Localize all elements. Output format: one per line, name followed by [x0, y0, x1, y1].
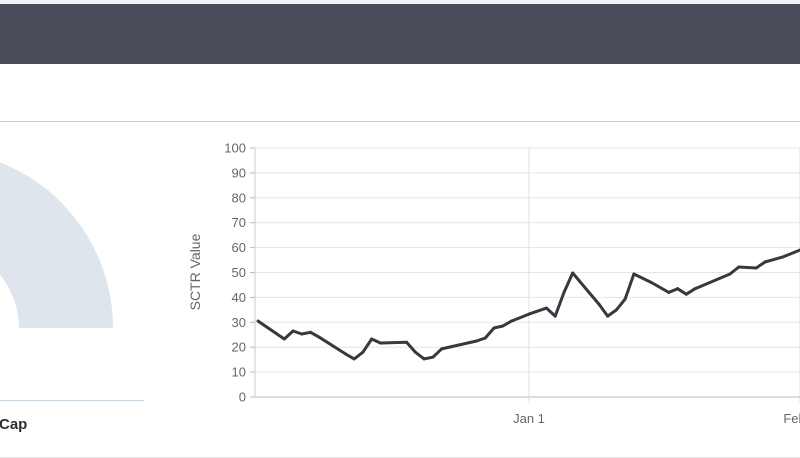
data-point	[422, 357, 426, 361]
data-point	[492, 326, 496, 330]
y-tick-label: 100	[224, 141, 246, 156]
data-point	[256, 319, 260, 323]
y-tick-label: 10	[232, 365, 246, 380]
data-point	[728, 272, 732, 276]
data-point	[309, 330, 312, 334]
gauge-divider	[0, 400, 144, 401]
gauge-label: Cap	[0, 416, 28, 433]
y-tick-label: 60	[232, 240, 246, 255]
data-point	[501, 324, 505, 328]
header-bar	[0, 4, 800, 64]
y-tick-label: 50	[232, 265, 246, 280]
y-axis-label: SCTR Value	[187, 233, 203, 310]
data-point	[300, 332, 304, 336]
x-tick-label: Jan 1	[513, 411, 545, 426]
y-tick-label: 0	[239, 390, 246, 405]
data-point	[282, 337, 286, 341]
data-point	[527, 312, 531, 316]
data-point	[361, 350, 365, 354]
data-point	[649, 280, 653, 284]
data-point	[632, 272, 636, 276]
data-point	[405, 340, 409, 344]
data-point	[378, 341, 382, 345]
data-point	[317, 335, 321, 339]
data-point	[693, 287, 697, 291]
data-point	[597, 302, 601, 306]
data-point	[544, 306, 548, 310]
data-point	[737, 265, 741, 269]
data-point	[562, 290, 566, 294]
data-point	[475, 339, 479, 343]
y-tick-label: 20	[232, 340, 246, 355]
gauge-track	[0, 162, 113, 328]
y-tick-label: 80	[232, 190, 246, 205]
data-point	[684, 292, 688, 296]
sctr-gauge	[0, 162, 113, 328]
x-tick-label: Feb 1	[783, 411, 800, 426]
section-divider	[0, 121, 800, 122]
data-point	[352, 357, 356, 361]
y-tick-label: 30	[232, 315, 246, 330]
y-tick-label: 70	[232, 215, 246, 230]
data-point	[676, 287, 680, 291]
data-point	[780, 255, 784, 259]
y-tick-label: 40	[232, 290, 246, 305]
data-point	[431, 355, 435, 359]
top-strip	[0, 0, 800, 4]
data-point	[291, 329, 295, 333]
data-point	[623, 297, 627, 301]
data-point	[553, 314, 557, 318]
data-point	[343, 352, 347, 356]
data-point	[413, 350, 417, 354]
data-point	[370, 337, 374, 341]
data-point	[483, 336, 487, 340]
data-point	[763, 260, 767, 264]
data-point	[606, 314, 610, 318]
data-point	[571, 271, 575, 275]
data-point	[614, 308, 618, 312]
data-point	[754, 266, 758, 270]
sctr-series-line	[257, 248, 800, 361]
y-tick-label: 90	[232, 165, 246, 180]
data-point	[667, 290, 671, 294]
data-point	[510, 319, 514, 323]
data-point	[440, 347, 444, 351]
